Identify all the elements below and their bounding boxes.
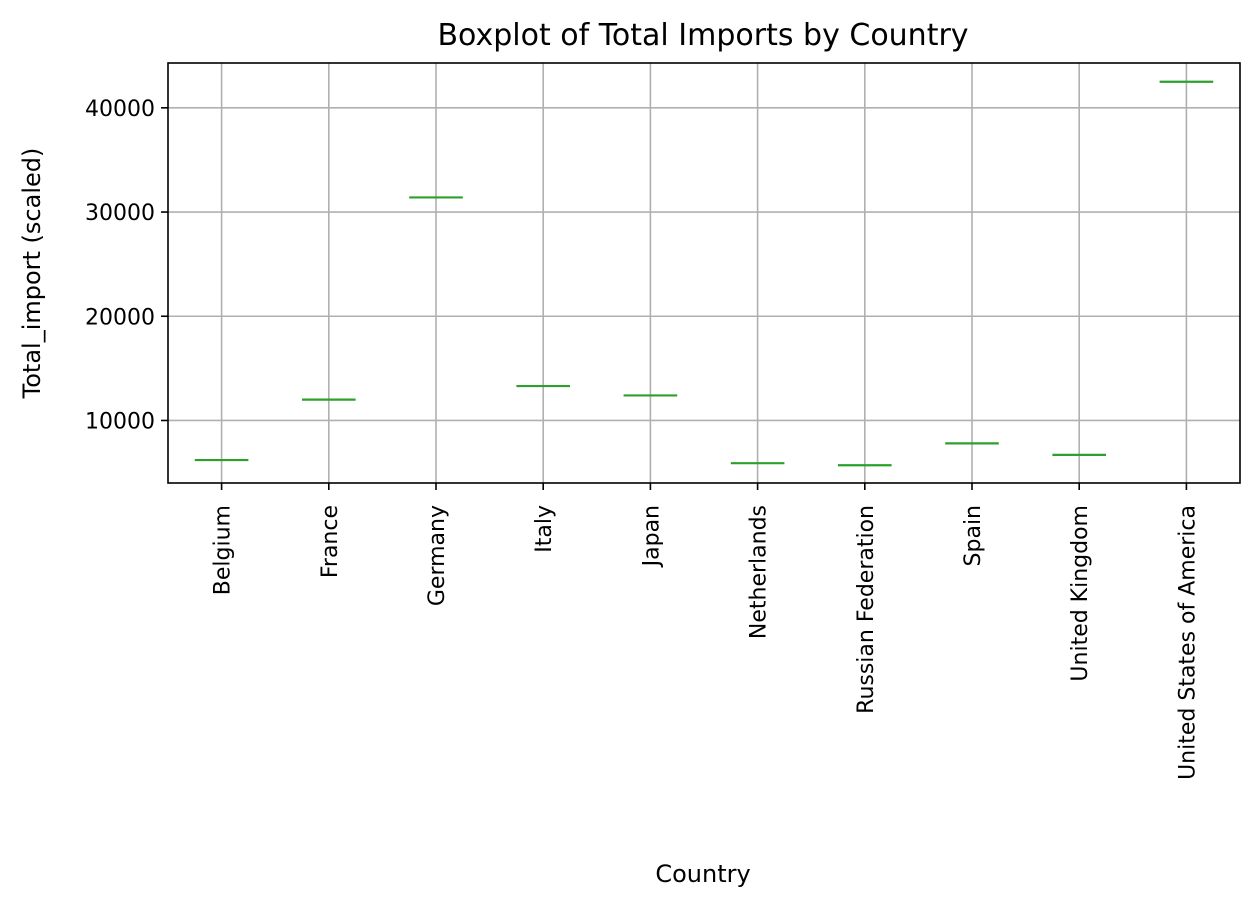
x-tick-label: Belgium — [211, 505, 236, 595]
x-tick-label: Germany — [425, 505, 450, 606]
grid-lines — [168, 63, 1240, 483]
y-tick-label: 10000 — [85, 409, 155, 434]
x-tick-label: United Kingdom — [1068, 505, 1093, 682]
y-tick-label: 30000 — [85, 201, 155, 226]
x-tick-label: Spain — [961, 505, 986, 566]
x-axis-ticks: Belgium France Germany Italy Japan Netherland… — [211, 483, 1200, 780]
y-axis-label: Total_import (scaled) — [18, 148, 46, 400]
plot-frame — [167, 62, 1241, 484]
y-tick-label: 20000 — [85, 305, 155, 330]
x-tick-label: Netherlands — [747, 505, 772, 639]
x-tick-label: Russian Federation — [854, 505, 879, 714]
x-tick-label: France — [318, 505, 343, 578]
x-tick-label: Italy — [532, 505, 557, 553]
x-tick-label: United States of America — [1175, 505, 1200, 780]
x-tick-label: Japan — [639, 505, 664, 568]
y-axis-ticks: 10000 20000 30000 40000 — [85, 97, 168, 434]
y-tick-label: 40000 — [85, 97, 155, 122]
x-axis-label: Country — [655, 860, 750, 888]
chart-title: Boxplot of Total Imports by Country — [437, 18, 968, 53]
median-lines — [194, 80, 1214, 467]
